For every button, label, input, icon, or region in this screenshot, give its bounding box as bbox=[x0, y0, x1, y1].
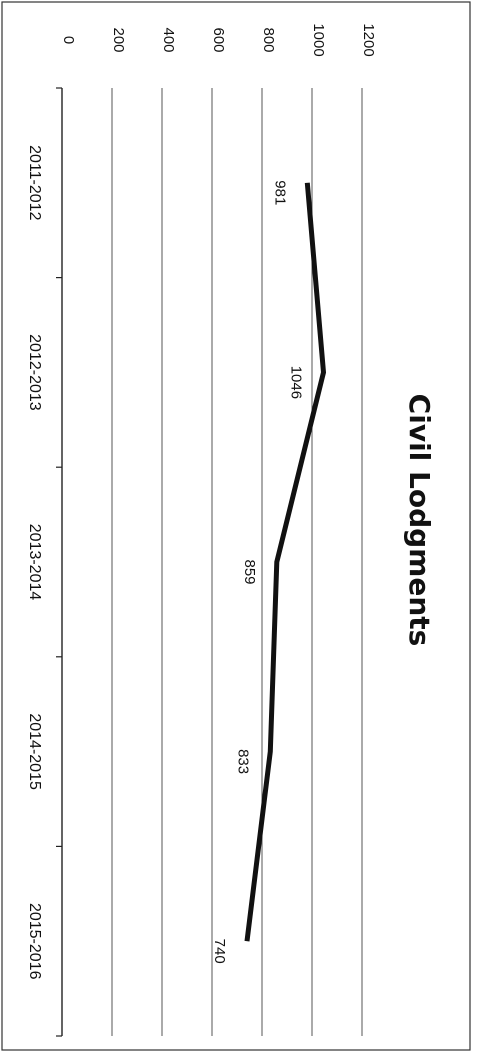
category-labels: 2011-2012 2012-2013 2013-2014 2014-2015 2015… bbox=[26, 145, 43, 979]
value-tick-label: 600 bbox=[210, 27, 227, 52]
data-label: 981 bbox=[271, 180, 288, 205]
series-line bbox=[244, 182, 327, 942]
value-tick-label: 0 bbox=[60, 36, 77, 44]
data-label: 740 bbox=[211, 939, 228, 964]
category-label: 2011-2012 bbox=[26, 145, 43, 220]
value-tick-label: 400 bbox=[160, 27, 177, 52]
series-line-path bbox=[244, 182, 327, 942]
category-axis bbox=[56, 87, 63, 1037]
data-label: 859 bbox=[241, 559, 258, 584]
category-label: 2014-2015 bbox=[26, 713, 43, 790]
category-label: 2015-2016 bbox=[26, 903, 43, 980]
data-label: 1046 bbox=[288, 366, 305, 399]
value-tick-label: 1200 bbox=[360, 23, 377, 56]
value-tick-label: 1000 bbox=[310, 23, 327, 56]
category-label: 2012-2013 bbox=[26, 334, 43, 411]
value-tick-label: 200 bbox=[110, 27, 127, 52]
data-label: 833 bbox=[234, 749, 251, 774]
value-tick-label: 800 bbox=[260, 27, 277, 52]
category-label: 2013-2014 bbox=[26, 524, 43, 601]
chart-title: Civil Lodgments bbox=[403, 394, 436, 647]
value-tick-labels: 0 200 400 600 800 1000 1200 bbox=[60, 23, 377, 56]
chart-frame bbox=[1, 1, 471, 1051]
data-labels: 981 1046 859 833 740 bbox=[211, 180, 305, 963]
